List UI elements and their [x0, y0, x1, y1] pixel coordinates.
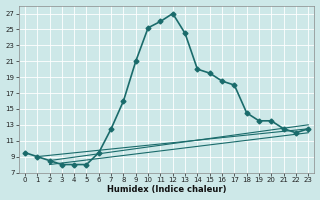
X-axis label: Humidex (Indice chaleur): Humidex (Indice chaleur) [107, 185, 226, 194]
